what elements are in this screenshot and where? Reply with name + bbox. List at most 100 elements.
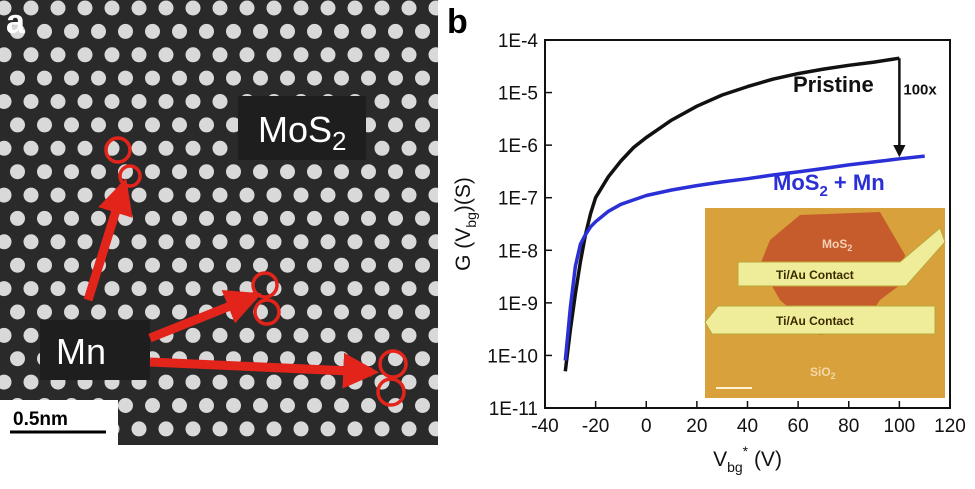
atom-dot bbox=[307, 70, 322, 86]
atom-dot bbox=[172, 257, 187, 273]
atom-dot bbox=[347, 187, 363, 203]
atom-dot bbox=[172, 70, 187, 86]
atom-dot bbox=[320, 281, 336, 297]
series-line-pristine bbox=[563, 56, 900, 372]
atom-dot bbox=[77, 94, 93, 109]
inset-contact-label-2: Ti/Au Contact bbox=[776, 314, 854, 328]
atom-dot bbox=[253, 70, 268, 86]
atom-dot bbox=[77, 140, 93, 156]
atom-dot bbox=[91, 164, 106, 180]
atom-dot bbox=[104, 47, 120, 63]
atom-dot bbox=[415, 304, 430, 320]
atom-dot bbox=[185, 47, 201, 63]
atom-dot bbox=[347, 421, 363, 437]
mn-marker-circle bbox=[378, 349, 408, 379]
atom-dot bbox=[401, 327, 417, 343]
data-series bbox=[563, 56, 925, 372]
atom-dot bbox=[374, 187, 390, 203]
atom-dot bbox=[361, 351, 376, 367]
atom-dot bbox=[401, 421, 417, 437]
atom-dot bbox=[293, 374, 309, 390]
atom-dot bbox=[158, 94, 174, 109]
atom-dot bbox=[199, 117, 214, 133]
axis-ticks: -40 -20 0 20 40 60 80 100 120 1E-4 1E-5 1E-6 1E-7 1E-… bbox=[487, 31, 966, 437]
atom-dot bbox=[64, 23, 79, 39]
atom-dot bbox=[320, 0, 336, 16]
atom-dot bbox=[10, 70, 25, 86]
atom-dot bbox=[185, 187, 201, 203]
y-tick-label: 1E-8 bbox=[498, 241, 538, 262]
atom-dot bbox=[320, 187, 336, 203]
x-tick-label: 40 bbox=[737, 416, 758, 437]
atom-dot bbox=[334, 304, 349, 320]
atom-dot bbox=[172, 304, 187, 320]
mn-marker-circle bbox=[104, 136, 132, 164]
atom-dot bbox=[0, 140, 12, 156]
inset-contact-lower bbox=[704, 305, 936, 335]
atom-dot bbox=[118, 210, 133, 226]
atom-dot bbox=[199, 398, 214, 413]
atom-dot bbox=[131, 421, 147, 437]
atom-dot bbox=[158, 140, 174, 156]
atom-dot bbox=[172, 210, 187, 226]
inset-sio2-label: SiO2 bbox=[810, 365, 836, 381]
atom-dot bbox=[131, 281, 147, 297]
atom-dot bbox=[212, 327, 228, 343]
atom-dot bbox=[280, 257, 295, 273]
atom-dot bbox=[212, 234, 228, 250]
atom-dot bbox=[388, 351, 403, 367]
atom-dot bbox=[158, 281, 174, 297]
atom-dot bbox=[361, 70, 376, 86]
atom-dot bbox=[253, 210, 268, 226]
atom-dot bbox=[77, 0, 93, 16]
atom-dot bbox=[212, 140, 228, 156]
atom-dot bbox=[10, 164, 25, 180]
atom-dot bbox=[239, 47, 255, 63]
atom-dot bbox=[212, 47, 228, 63]
atom-dot bbox=[293, 421, 309, 437]
atom-dot bbox=[374, 281, 390, 297]
atom-dot bbox=[23, 281, 39, 297]
atom-dot bbox=[64, 70, 79, 86]
atom-dot bbox=[415, 23, 430, 39]
atom-dot bbox=[293, 187, 309, 203]
atom-dot bbox=[212, 0, 228, 16]
atom-dot bbox=[199, 70, 214, 86]
atom-dot bbox=[185, 374, 201, 390]
atom-dot bbox=[334, 70, 349, 86]
atom-dot bbox=[266, 421, 282, 437]
atom-dot bbox=[253, 257, 268, 273]
y-tick-label: 1E-6 bbox=[498, 136, 538, 157]
y-tick-label: 1E-9 bbox=[498, 294, 538, 315]
atom-dot bbox=[118, 23, 133, 39]
atom-dot bbox=[185, 0, 201, 16]
atom-dot bbox=[415, 351, 430, 367]
atom-dot bbox=[212, 421, 228, 437]
atom-dot bbox=[280, 210, 295, 226]
atom-dot bbox=[118, 117, 133, 133]
atom-dot bbox=[199, 23, 214, 39]
atom-dot bbox=[280, 23, 295, 39]
atom-dot bbox=[347, 47, 363, 63]
atom-dot bbox=[37, 304, 52, 320]
atom-dot bbox=[145, 257, 160, 273]
atom-dot bbox=[64, 117, 79, 133]
atom-dot bbox=[131, 234, 147, 250]
atom-dot bbox=[280, 70, 295, 86]
atom-dot bbox=[388, 70, 403, 86]
atom-dot bbox=[50, 47, 66, 63]
atom-dot bbox=[37, 117, 52, 133]
panel-b-chart: b MoS2 Ti/Au Contact Ti/Au Contact SiO2 … bbox=[447, 3, 966, 475]
atom-dot bbox=[388, 117, 403, 133]
atom-dot bbox=[293, 327, 309, 343]
atom-dot bbox=[320, 47, 336, 63]
atom-dot bbox=[158, 0, 174, 16]
atom-dot bbox=[320, 327, 336, 343]
atom-dot bbox=[104, 0, 120, 16]
y-tick-label: 1E-4 bbox=[498, 31, 539, 52]
panel-a-letter: a bbox=[6, 3, 26, 41]
atom-dot bbox=[10, 210, 25, 226]
atom-dot bbox=[334, 23, 349, 39]
atom-dot bbox=[361, 23, 376, 39]
x-tick-label: 60 bbox=[788, 416, 809, 437]
